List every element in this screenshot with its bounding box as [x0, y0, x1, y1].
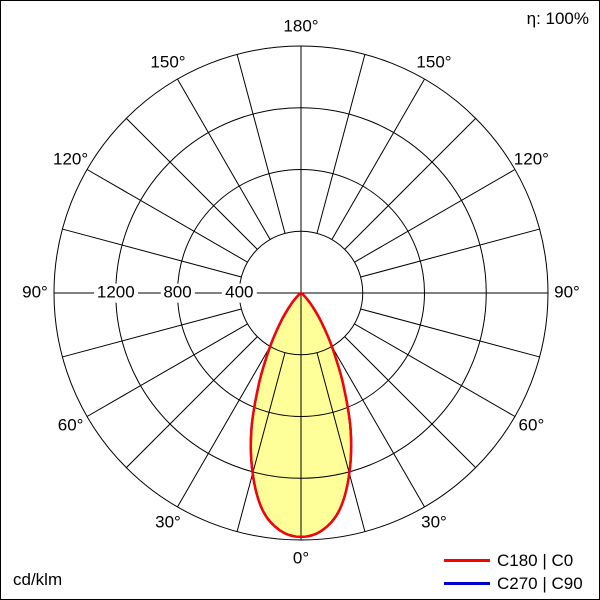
- radial-tick-label: 800: [160, 283, 195, 303]
- grid-spoke: [360, 308, 540, 358]
- curve-c180-c0: [249, 291, 353, 539]
- grid-spoke: [125, 336, 258, 469]
- legend-label-c270-c90: C270 | C90: [497, 573, 583, 593]
- grid-spoke: [86, 323, 248, 417]
- angle-tick-label: 180°: [283, 16, 319, 36]
- grid-spoke: [331, 78, 425, 240]
- grid-spoke: [177, 346, 271, 508]
- polar-grid: [53, 45, 549, 541]
- grid-spoke: [354, 169, 516, 263]
- grid-spoke: [236, 54, 286, 234]
- grid-spoke: [62, 308, 242, 358]
- grid-spoke: [360, 228, 540, 278]
- angle-tick-label: 60°: [57, 415, 84, 435]
- legend-line-blue: [444, 582, 490, 585]
- grid-spoke: [62, 228, 242, 278]
- angle-tick-label: 150°: [150, 52, 186, 72]
- grid-spoke: [316, 352, 366, 532]
- legend-item-c270-c90: C270 | C90: [444, 573, 583, 594]
- legend-label-c180-c0: C180 | C0: [497, 550, 574, 570]
- grid-spoke: [316, 54, 366, 234]
- radial-tick-label: 400: [222, 283, 257, 303]
- legend: C180 | C0 C270 | C90: [444, 550, 583, 594]
- angle-tick-label: 30°: [421, 513, 447, 533]
- grid-spoke: [236, 352, 286, 532]
- radial-tick-label: 1200: [93, 283, 138, 303]
- angle-tick-label: 90°: [554, 282, 580, 302]
- grid-spoke: [331, 346, 425, 508]
- angle-tick-label: 30°: [155, 513, 181, 533]
- grid-spoke: [177, 78, 271, 240]
- unit-label: cd/klm: [13, 570, 63, 589]
- angle-tick-label: 90°: [22, 282, 48, 302]
- legend-item-c180-c0: C180 | C0: [444, 550, 583, 571]
- angle-tick-label: 0°: [292, 548, 310, 568]
- efficiency-label: η: 100%: [526, 9, 589, 28]
- angle-tick-label: 120°: [53, 149, 89, 169]
- angle-tick-label: 150°: [416, 52, 452, 72]
- grid-spoke: [344, 117, 477, 250]
- angle-tick-label: 120°: [513, 149, 549, 169]
- grid-spoke: [354, 323, 516, 417]
- legend-line-red: [444, 559, 490, 562]
- grid-spoke: [125, 117, 258, 250]
- grid-spoke: [86, 169, 248, 263]
- grid-spoke: [344, 336, 477, 469]
- angle-tick-label: 60°: [518, 415, 545, 435]
